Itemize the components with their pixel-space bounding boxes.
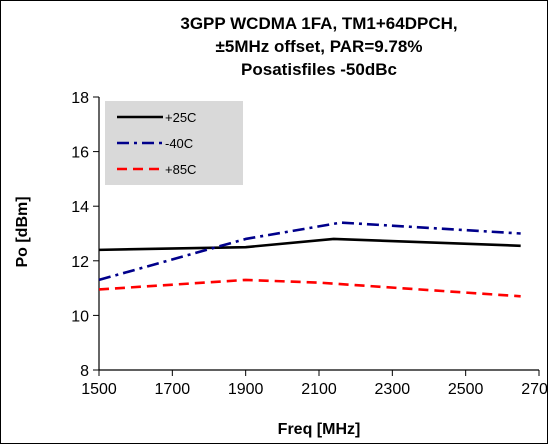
y-axis-label: Po [dBm] [14, 196, 31, 267]
x-tick-label: 2100 [301, 381, 337, 398]
title-line-3: Posatisfiles -50dBc [241, 60, 397, 79]
chart-title: 3GPP WCDMA 1FA, TM1+64DPCH, ±5MHz offset… [180, 14, 457, 79]
y-tick-label: 10 [71, 308, 89, 325]
axes: 8 10 12 14 16 18 1500 1700 1900 2100 2300 2500 2700 [71, 90, 548, 398]
legend-label: +25C [165, 110, 196, 125]
x-tick-label: 1700 [155, 381, 191, 398]
legend-label: +85C [165, 162, 196, 177]
series-lines [98, 221, 521, 298]
x-tick-label: 2500 [448, 381, 484, 398]
series-line-85c [98, 278, 521, 298]
title-line-1: 3GPP WCDMA 1FA, TM1+64DPCH, [180, 14, 457, 33]
series-line-25c [98, 237, 521, 252]
y-tick-label: 12 [71, 254, 89, 271]
y-tick-label: 14 [71, 199, 89, 216]
title-line-2: ±5MHz offset, PAR=9.78% [216, 37, 423, 56]
x-tick-label: 1900 [228, 381, 264, 398]
y-tick-label: 8 [80, 363, 89, 380]
y-tick-label: 18 [71, 90, 89, 107]
legend-label: -40C [165, 136, 193, 151]
legend: +25C -40C +85C [105, 101, 243, 185]
x-axis-label: Freq [MHz] [278, 421, 361, 438]
series-line-40c [98, 221, 521, 282]
x-tick-label: 2700 [521, 381, 548, 398]
x-tick-label: 2300 [375, 381, 411, 398]
x-tick-label: 1500 [81, 381, 117, 398]
y-tick-label: 16 [71, 145, 89, 162]
